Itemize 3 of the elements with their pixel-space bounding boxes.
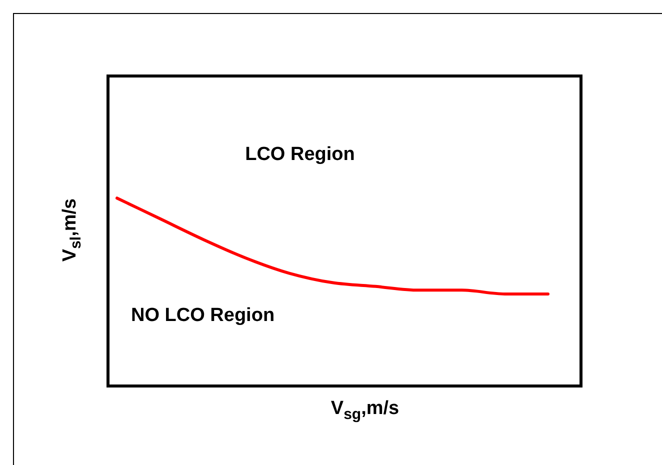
annotation: NO LCO Region: [131, 305, 275, 327]
text: LCO Region: [245, 144, 355, 166]
x-axis-title: V$_{sg}$,m/s: [330, 398, 400, 423]
